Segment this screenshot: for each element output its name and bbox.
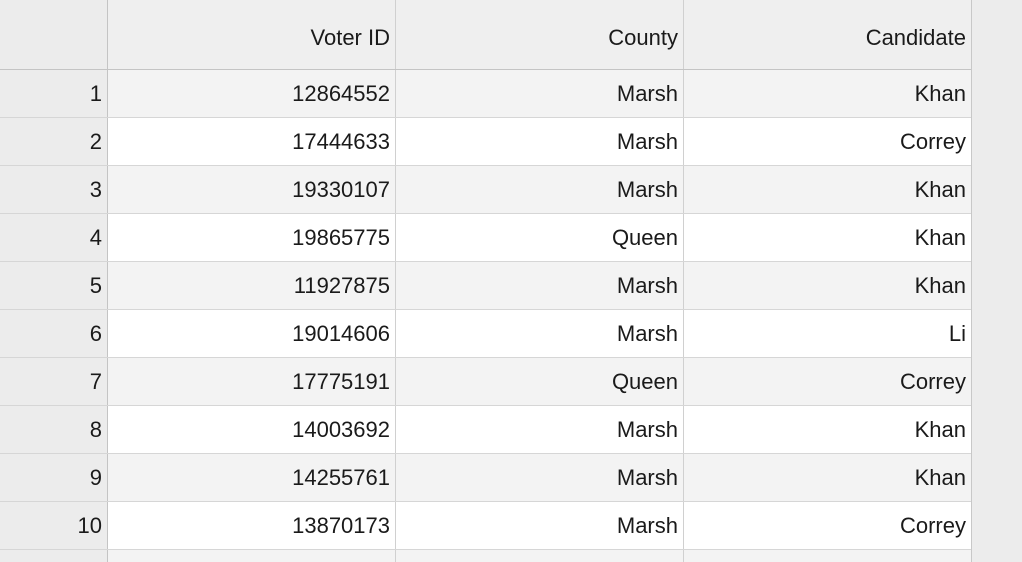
table-row[interactable]: 6 19014606 Marsh Li xyxy=(0,310,971,358)
table-row-partial xyxy=(0,550,971,562)
row-index-cell[interactable]: 10 xyxy=(0,502,108,549)
row-index-cell[interactable]: 6 xyxy=(0,310,108,357)
table-header-row: Voter ID County Candidate xyxy=(0,0,971,70)
empty-area xyxy=(972,0,1022,562)
table-cell[interactable] xyxy=(108,550,396,562)
county-cell[interactable]: Marsh xyxy=(396,166,684,213)
table-row[interactable]: 2 17444633 Marsh Correy xyxy=(0,118,971,166)
table-row[interactable]: 3 19330107 Marsh Khan xyxy=(0,166,971,214)
row-index-cell[interactable]: 9 xyxy=(0,454,108,501)
candidate-cell[interactable]: Khan xyxy=(914,272,966,298)
candidate-cell[interactable]: Khan xyxy=(914,176,966,202)
row-index-header[interactable] xyxy=(0,0,108,69)
table-cell[interactable] xyxy=(396,550,684,562)
county-cell[interactable]: Marsh xyxy=(396,406,684,453)
candidate-cell[interactable]: Correy xyxy=(899,128,966,154)
row-index-cell[interactable]: 7 xyxy=(0,358,108,405)
county-cell[interactable]: Marsh xyxy=(396,118,684,165)
table-row[interactable]: 4 19865775 Queen Khan xyxy=(0,214,971,262)
row-index-cell[interactable]: 3 xyxy=(0,166,108,213)
table-row[interactable]: 7 17775191 Queen Correy xyxy=(0,358,971,406)
candidate-cell[interactable]: Li xyxy=(948,320,966,346)
row-index-cell[interactable] xyxy=(0,550,108,562)
voter-id-cell[interactable]: 17775191 xyxy=(108,358,396,405)
voter-id-cell[interactable]: 17444633 xyxy=(108,118,396,165)
voter-id-cell[interactable]: 14003692 xyxy=(108,406,396,453)
table-body: 1 12864552 Marsh Khan 2 17444633 Marsh Correy 3 1… xyxy=(0,70,971,550)
column-header-county[interactable]: County xyxy=(396,0,684,69)
table-row[interactable]: 9 14255761 Marsh Khan xyxy=(0,454,971,502)
county-cell[interactable]: Queen xyxy=(396,358,684,405)
voter-id-cell[interactable]: 19330107 xyxy=(108,166,396,213)
row-index-cell[interactable]: 1 xyxy=(0,70,108,117)
voter-id-cell[interactable]: 19865775 xyxy=(108,214,396,261)
voter-id-cell[interactable]: 13870173 xyxy=(108,502,396,549)
row-index-cell[interactable]: 2 xyxy=(0,118,108,165)
candidate-cell[interactable]: Khan xyxy=(914,224,966,250)
table-row[interactable]: 8 14003692 Marsh Khan xyxy=(0,406,971,454)
row-index-cell[interactable]: 8 xyxy=(0,406,108,453)
county-cell[interactable]: Marsh xyxy=(396,70,684,117)
voter-id-cell[interactable]: 14255761 xyxy=(108,454,396,501)
row-index-cell[interactable]: 4 xyxy=(0,214,108,261)
voter-id-cell[interactable]: 19014606 xyxy=(108,310,396,357)
table-row[interactable]: 1 12864552 Marsh Khan xyxy=(0,70,971,118)
voter-id-cell[interactable]: 11927875 xyxy=(108,262,396,309)
data-table: Voter ID County Candidate 1 12864552 Marsh… xyxy=(0,0,972,562)
county-cell[interactable]: Marsh xyxy=(396,454,684,501)
candidate-cell[interactable]: Correy xyxy=(899,512,966,538)
column-header-candidate[interactable]: Candidate xyxy=(865,24,966,50)
candidate-cell[interactable]: Khan xyxy=(914,80,966,106)
candidate-cell[interactable]: Khan xyxy=(914,416,966,442)
county-cell[interactable]: Queen xyxy=(396,214,684,261)
row-index-cell[interactable]: 5 xyxy=(0,262,108,309)
table-cell[interactable] xyxy=(684,550,971,562)
candidate-cell[interactable]: Khan xyxy=(914,464,966,490)
county-cell[interactable]: Marsh xyxy=(396,262,684,309)
table-row[interactable]: 5 11927875 Marsh Khan xyxy=(0,262,971,310)
column-header-voter-id[interactable]: Voter ID xyxy=(108,0,396,69)
table-row[interactable]: 10 13870173 Marsh Correy xyxy=(0,502,971,550)
county-cell[interactable]: Marsh xyxy=(396,310,684,357)
county-cell[interactable]: Marsh xyxy=(396,502,684,549)
candidate-cell[interactable]: Correy xyxy=(899,368,966,394)
voter-id-cell[interactable]: 12864552 xyxy=(108,70,396,117)
